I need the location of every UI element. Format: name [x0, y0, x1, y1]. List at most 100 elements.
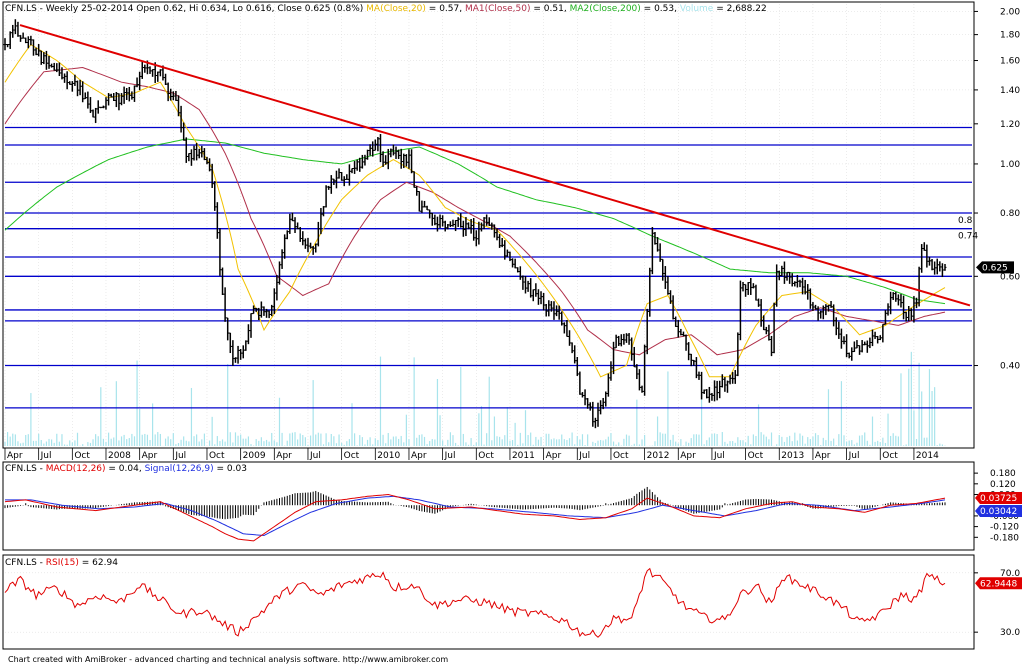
volume-bar [447, 439, 449, 446]
volume-bar [480, 406, 483, 446]
header-close: Close 0.625 (0.8%) [277, 4, 363, 14]
volume-bar [939, 443, 941, 446]
volume-bar [677, 443, 679, 446]
volume-bar [361, 437, 363, 446]
volume-bar [465, 442, 467, 446]
x-tick-label: Jul [174, 451, 186, 461]
volume-bar [167, 436, 169, 446]
volume-bar [317, 432, 319, 446]
volume-bar [703, 444, 705, 446]
volume-bar [895, 435, 897, 446]
y-tick-label: 1.60 [1000, 57, 1020, 67]
volume-bar [716, 434, 718, 446]
volume-bar [442, 440, 444, 446]
x-tick-label: Oct [209, 451, 225, 461]
volume-bar [19, 443, 22, 446]
volume-bar [563, 439, 565, 446]
volume-bar [783, 441, 786, 446]
volume-bar [763, 434, 765, 446]
volume-bar [139, 408, 141, 446]
volume-bar [172, 433, 174, 446]
volume-bar [853, 444, 855, 446]
volume-bar [95, 434, 97, 446]
volume-bar [820, 445, 822, 446]
x-tick-label: Apr [680, 451, 696, 461]
macd-path [4, 493, 946, 542]
volume-bar [615, 444, 617, 446]
volume-bar [473, 444, 475, 446]
volume-bar [159, 433, 161, 446]
volume-bar [555, 439, 558, 446]
y-tick-label: 0.60 [1000, 272, 1020, 282]
volume-bar [807, 437, 809, 446]
volume-bar [82, 444, 84, 446]
volume-bar [693, 434, 695, 446]
volume-bar [636, 399, 638, 446]
volume-bar [348, 439, 351, 446]
volume-bar [786, 437, 788, 446]
volume-bar [884, 442, 887, 446]
volume-bar [14, 434, 16, 446]
volume-bar [131, 433, 133, 446]
x-tick-label: Jul [713, 451, 725, 461]
price-y-axis: 2.00 1.80 1.60 1.40 1.20 1.00 0.80 0.60 0.40 [974, 7, 1020, 372]
volume-bar [232, 442, 234, 446]
volume-bar [814, 433, 817, 446]
volume-bar [338, 434, 340, 446]
volume-bar [32, 440, 35, 446]
volume-bar [439, 415, 441, 446]
volume-bar [537, 439, 540, 446]
header-symbol: CFN.LS [5, 4, 37, 14]
rsi-y-axis: 70.0 30.0 [974, 569, 1020, 638]
x-tick-label: Apr [142, 451, 158, 461]
volume-bar [789, 435, 791, 446]
ma50-path [4, 66, 946, 356]
volume-bar [12, 433, 14, 446]
trendline-path [19, 24, 971, 307]
rsi-header-rsi: RSI(15) [46, 558, 79, 568]
volume-bar [87, 442, 89, 446]
volume-bar [752, 434, 754, 446]
level-annotation: 0.8 [958, 216, 973, 226]
volume-bar [840, 381, 843, 446]
volume-bar [164, 438, 167, 446]
volume-bar [322, 444, 325, 446]
volume-bar [662, 433, 664, 446]
volume-bar [887, 413, 889, 446]
signal-value-tag: 0.03042 [975, 505, 1022, 517]
volume-bar [454, 442, 457, 446]
volume-bar [902, 445, 905, 446]
volume-bar [921, 391, 923, 446]
x-tick-label: 2011 [512, 451, 535, 461]
y-tick-label: 1.80 [1000, 31, 1020, 41]
signal-value-label: 0.03042 [980, 507, 1017, 517]
volume-bar [263, 441, 265, 446]
volume-bar [302, 435, 304, 446]
last-price-label: 0.625 [982, 263, 1008, 273]
volume-bar [444, 445, 446, 446]
volume-bar [346, 441, 348, 446]
volume-bar [364, 444, 366, 446]
volume-bar [203, 433, 205, 446]
volume-bar [400, 435, 402, 446]
volume-bar [931, 391, 933, 446]
volume-bar [152, 403, 154, 446]
volume-bar [905, 444, 907, 446]
macd-y-tick-label: 0.180 [990, 469, 1016, 479]
volume-bar [504, 435, 506, 446]
x-tick-label: Apr [815, 451, 831, 461]
volume-bar [486, 433, 488, 446]
volume-bar [76, 432, 79, 446]
volume-bar [708, 437, 710, 446]
macd-header-macd: MACD(12,26) [46, 464, 106, 474]
x-tick-label: Oct [613, 451, 629, 461]
rsi-grid [5, 572, 972, 633]
volume-bar [372, 444, 374, 446]
volume-bar [713, 433, 716, 446]
volume-bar [913, 410, 915, 446]
volume-bar [227, 363, 229, 446]
price-panel: 2.00 1.80 1.60 1.40 1.20 1.00 0.80 0.60 0.40 Apr… [2, 1, 1020, 461]
volume-bar [309, 435, 312, 446]
volume-bar [851, 440, 853, 446]
